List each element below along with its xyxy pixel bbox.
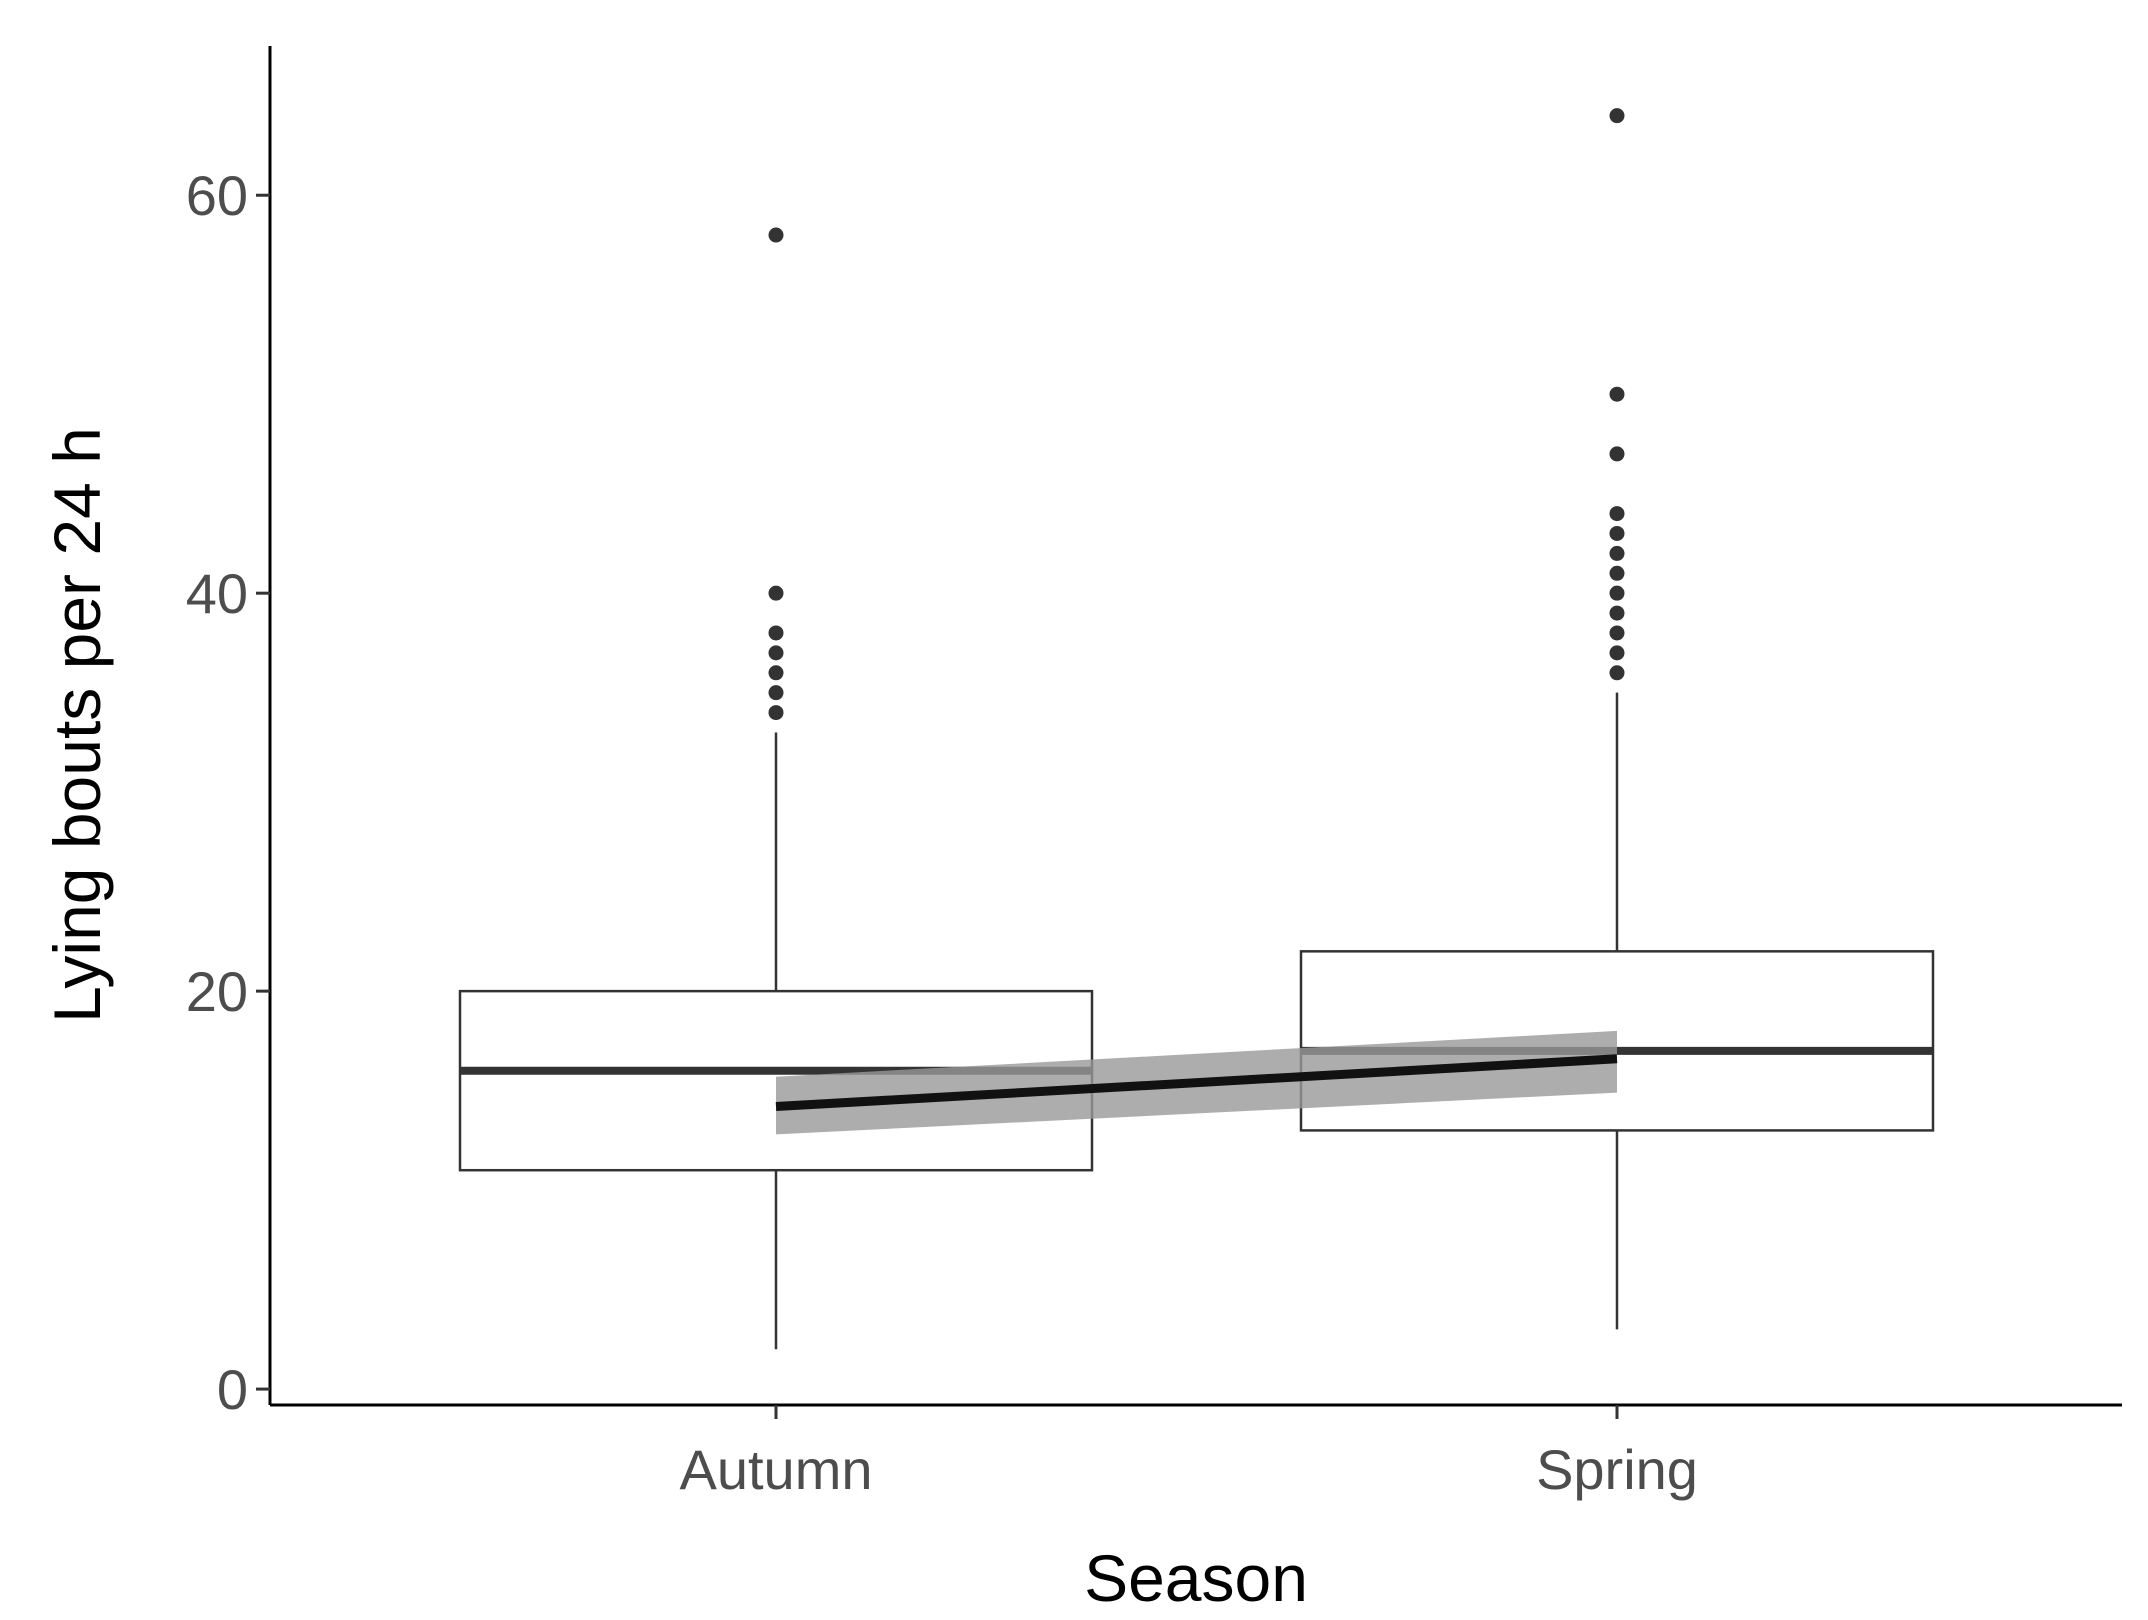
outlier-point bbox=[1609, 446, 1625, 462]
x-tick-label: Spring bbox=[1536, 1438, 1698, 1501]
trend-line bbox=[775, 1054, 1618, 1112]
y-ticks: 0 20 40 60 bbox=[186, 164, 270, 1421]
outlier-point bbox=[1609, 605, 1625, 621]
y-axis-title: Lying bouts per 24 h bbox=[40, 427, 114, 1023]
outlier-point bbox=[1609, 645, 1625, 661]
x-axis-title: Season bbox=[1084, 1541, 1308, 1615]
y-tick-label: 0 bbox=[217, 1358, 248, 1421]
boxes bbox=[458, 108, 1935, 1350]
outlier-point bbox=[768, 585, 784, 601]
trend-line-group bbox=[775, 1030, 1618, 1135]
box-spring bbox=[1299, 108, 1935, 1330]
x-tick-label: Autumn bbox=[680, 1438, 873, 1501]
outlier-point bbox=[768, 665, 784, 681]
outlier-point bbox=[1609, 625, 1625, 641]
outlier-point bbox=[1609, 525, 1625, 541]
outlier-point bbox=[768, 685, 784, 701]
outlier-point bbox=[768, 625, 784, 641]
outlier-point bbox=[1609, 545, 1625, 561]
outlier-point bbox=[768, 705, 784, 721]
outlier-point bbox=[768, 227, 784, 243]
axes bbox=[268, 46, 2122, 1407]
outlier-point bbox=[1609, 386, 1625, 402]
x-ticks: Autumn Spring bbox=[680, 1405, 1698, 1501]
y-tick-label: 20 bbox=[186, 960, 248, 1023]
outlier-point bbox=[768, 645, 784, 661]
y-tick-label: 40 bbox=[186, 562, 248, 625]
y-tick-label: 60 bbox=[186, 164, 248, 227]
outlier-point bbox=[1609, 585, 1625, 601]
outlier-point bbox=[1609, 665, 1625, 681]
box-autumn bbox=[458, 227, 1094, 1350]
outlier-point bbox=[1609, 506, 1625, 522]
outlier-point bbox=[1609, 565, 1625, 581]
outlier-point bbox=[1609, 108, 1625, 124]
